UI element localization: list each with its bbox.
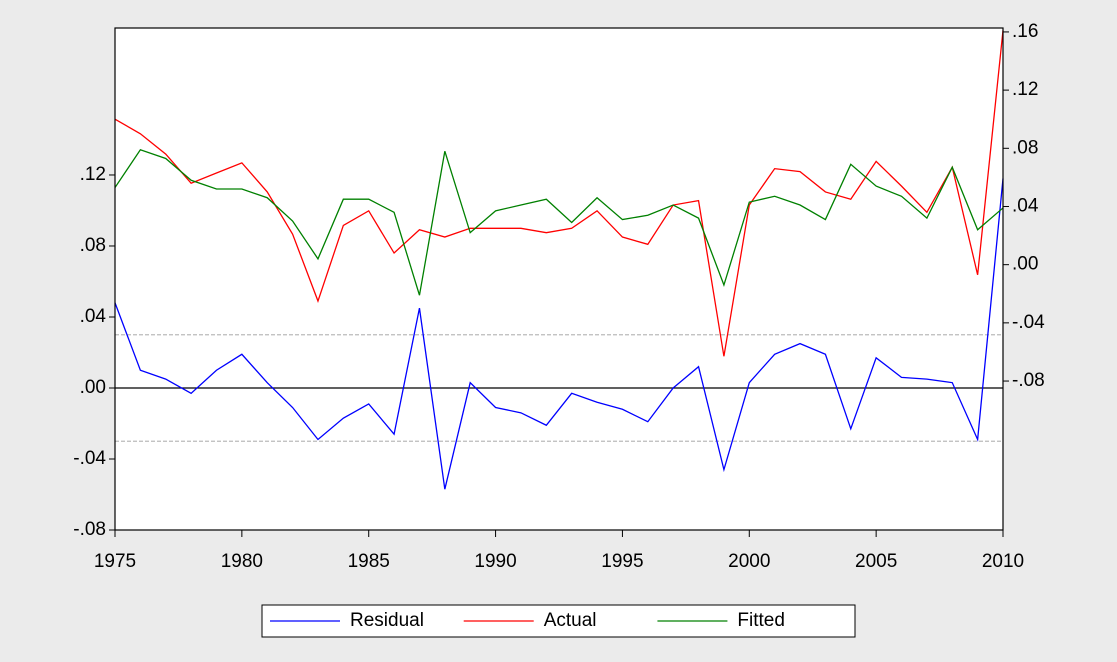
legend-label: Fitted [737,610,785,631]
plot-border [114,27,1004,531]
x-tick-label: 2005 [855,551,897,572]
y2-tick-label: .00 [1012,254,1038,275]
y2-tick-label: -.04 [1012,312,1045,333]
x-tick-label: 1975 [94,551,136,572]
x-tick-label: 1985 [348,551,390,572]
y-tick-label: .00 [80,377,106,398]
series-line [114,178,1004,490]
x-tick-label: 1990 [474,551,516,572]
series-line [114,148,1004,296]
y2-tick-label: .16 [1012,21,1038,42]
y2-tick-label: .08 [1012,137,1038,158]
y-tick-label: -.04 [73,448,106,469]
x-tick-label: 1995 [601,551,643,572]
legend-label: Residual [350,610,424,631]
y-tick-label: .08 [80,235,106,256]
legend [261,604,856,638]
y-tick-label: -.08 [73,519,106,540]
plot-area [115,28,1003,530]
x-tick-label: 2010 [982,551,1024,572]
x-tick-label: 2000 [728,551,770,572]
series-line [114,30,1004,357]
legend-label: Actual [544,610,597,631]
y2-tick-label: -.08 [1012,370,1045,391]
y-tick-label: .12 [80,164,106,185]
y2-tick-label: .04 [1012,196,1039,217]
y2-tick-label: .12 [1012,79,1038,100]
x-tick-label: 1980 [221,551,263,572]
y-tick-label: .04 [80,306,107,327]
